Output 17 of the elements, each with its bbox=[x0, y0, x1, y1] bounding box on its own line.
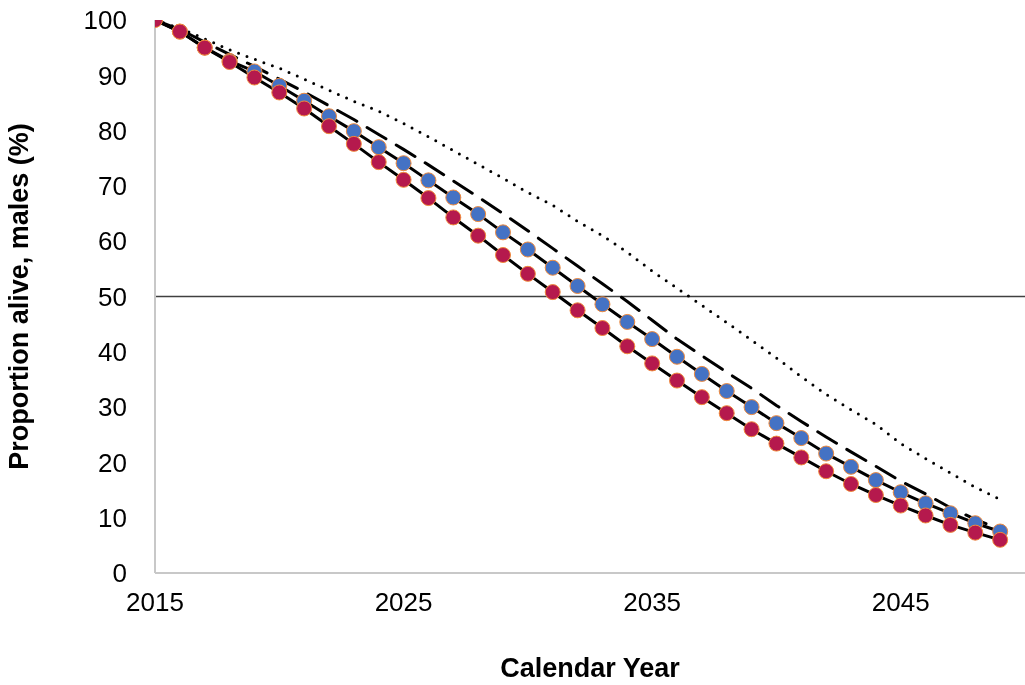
y-tick-label: 80 bbox=[98, 115, 127, 146]
y-tick-label: 60 bbox=[98, 226, 127, 257]
y-tick-label: 70 bbox=[98, 171, 127, 202]
y-tick-label: 50 bbox=[98, 281, 127, 312]
y-axis-title: Proportion alive, males (%) bbox=[3, 123, 34, 470]
x-tick-label: 2025 bbox=[374, 587, 433, 618]
y-tick-label: 30 bbox=[98, 392, 127, 423]
x-axis-title: Calendar Year bbox=[500, 653, 681, 683]
x-tick-label: 2035 bbox=[623, 587, 682, 618]
y-tick-label: 20 bbox=[98, 447, 127, 478]
x-tick-label: 2015 bbox=[126, 587, 184, 618]
y-tick-label: 0 bbox=[112, 558, 127, 589]
y-tick-label: 10 bbox=[98, 502, 127, 533]
x-tick-label: 2045 bbox=[871, 587, 930, 618]
y-tick-label: 100 bbox=[83, 5, 127, 36]
y-tick-label: 40 bbox=[98, 337, 127, 368]
y-tick-label: 90 bbox=[98, 60, 127, 91]
